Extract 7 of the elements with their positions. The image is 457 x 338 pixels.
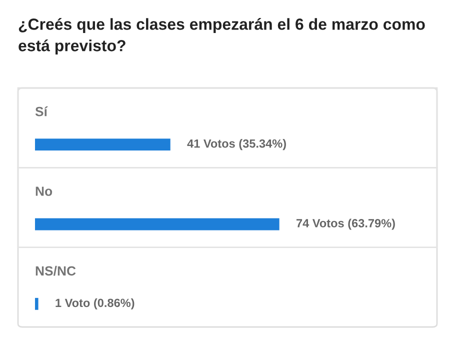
data-label: 41 Votos (35.34%) [187,139,286,150]
chart-title: ¿Creés que las clases empezarán el 6 de marzo como está previsto? [18,18,425,54]
data-label: 74 Votos (63.79%) [296,218,395,230]
y-tick-label: Sí [35,106,48,116]
data-label: 1 Voto (0.86%) [56,298,134,310]
y-tick-label: No [36,186,52,196]
y-tick-label: NS/NC [36,266,76,276]
